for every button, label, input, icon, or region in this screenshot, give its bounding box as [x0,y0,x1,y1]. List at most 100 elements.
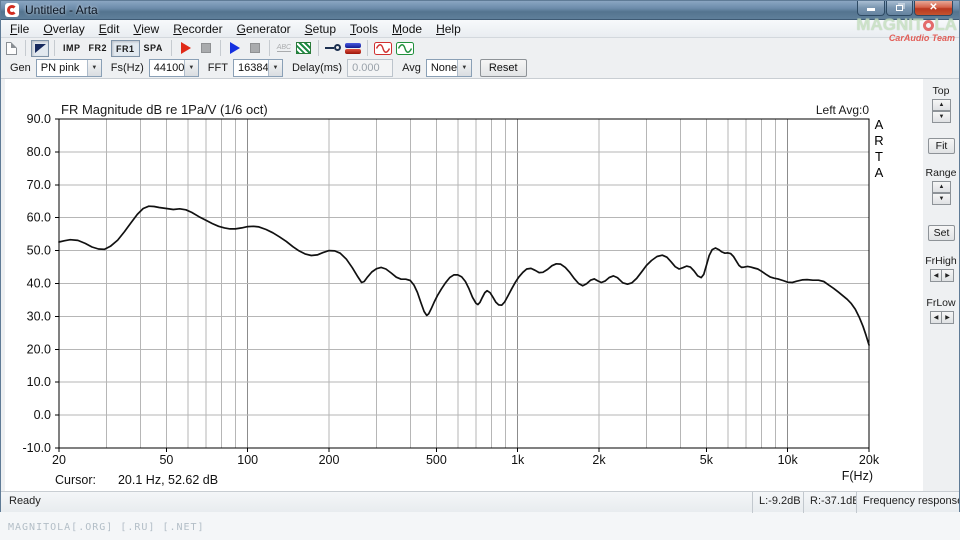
restore-icon [896,5,903,11]
restore-button[interactable] [886,1,913,16]
sample-rate-select[interactable]: 44100 ▼ [148,59,199,77]
status-mode: Frequency response 16 [856,492,959,513]
minimize-icon [867,8,875,11]
frhigh-right-button[interactable]: ▶ [942,269,954,282]
abc-disabled-icon: ABC [276,44,292,52]
menu-item-mode[interactable]: Mode [392,21,423,36]
generator-start-button[interactable] [226,40,244,57]
menu-item-tools[interactable]: Tools [350,21,379,36]
microphone-button[interactable] [324,40,342,57]
menu-item-file[interactable]: File [10,21,30,36]
signal-green-button[interactable] [395,40,415,57]
menu-item-help[interactable]: Help [436,21,461,36]
chevron-down-icon: ▼ [456,60,471,76]
menu-item-edit[interactable]: Edit [98,21,120,36]
frhigh-arrows: ◀ ▶ [930,269,954,282]
mode-button-fr1[interactable]: FR1 [111,39,140,57]
marker-flag-button[interactable] [31,39,49,57]
svg-text:20k: 20k [859,453,880,467]
channel-average-label: Left Avg:0 [815,103,869,117]
microphone-icon [324,43,341,53]
footer-watermark-text: MAGNITOLA[.ORG] [.RU] [.NET] [8,522,205,533]
delay-label: Delay(ms) [291,62,343,74]
top-up-spinner[interactable]: ▲ [932,99,951,111]
diagonal-green-icon [296,42,312,54]
reset-button[interactable]: Reset [479,59,527,77]
svg-text:10.0: 10.0 [27,375,51,389]
side-control-panel: Top ▲ ▼ Fit Range ▲ ▼ Set FrHigh ◀ ▶ FrLo… [923,79,959,491]
frlow-left-button[interactable]: ◀ [930,311,942,324]
delay-input[interactable]: 0.000 [347,59,394,77]
minimize-button[interactable] [857,1,885,16]
generator-type-select[interactable]: PN pink ▼ [35,59,102,77]
toolbar-separator [170,40,172,56]
menu-item-generator[interactable]: Generator [236,21,291,36]
close-button[interactable]: ✕ [914,1,953,16]
avg-label: Avg [402,62,421,74]
app-icon [5,3,19,17]
mode-button-fr2[interactable]: FR2 [88,42,108,53]
chevron-down-icon: ▼ [267,60,282,76]
level-meter-button[interactable] [344,40,362,57]
generator-stop-button[interactable] [246,40,264,57]
svg-text:5k: 5k [700,453,714,467]
range-up-spinner[interactable]: ▲ [932,181,951,193]
status-bar: Ready L:-9.2dB R:-37.1dB Frequency respo… [1,491,959,513]
signal-red-button[interactable] [373,40,393,57]
chart-panel[interactable]: 20 50 100 200 500 1k 2k 5k 10k 20k 90.0 80.0 70.0 60.… [5,79,923,491]
calibrate-button-disabled[interactable]: ABC [275,40,293,57]
top-down-spinner[interactable]: ▼ [932,111,951,123]
set-button[interactable]: Set [928,225,955,241]
chevron-down-icon: ▼ [86,60,101,76]
svg-text:2k: 2k [592,453,606,467]
cursor-readout: Cursor: 20.1 Hz, 52.62 dB [55,473,218,487]
svg-text:1k: 1k [511,453,525,467]
menu-bar: File Overlay Edit View Recorder Generator Setu… [1,20,959,38]
gen-label: Gen [10,62,31,74]
new-file-icon [5,41,17,55]
svg-text:10k: 10k [778,453,799,467]
status-right-level: R:-37.1dB [803,492,856,513]
stop-icon [200,43,211,53]
mode-button-spa[interactable]: SPA [143,42,163,53]
svg-text:80.0: 80.0 [27,145,51,159]
arta-logo-vertical: A R T A [874,117,884,180]
fit-button[interactable]: Fit [928,138,955,154]
cursor-value: 20.1 Hz, 52.62 dB [117,473,219,487]
svg-text:0.0: 0.0 [34,408,51,422]
averaging-select[interactable]: None ▼ [425,59,472,77]
toolbar-separator [268,40,270,56]
menu-item-view[interactable]: View [133,21,160,36]
svg-text:-10.0: -10.0 [23,441,52,455]
svg-text:200: 200 [319,453,340,467]
record-stop-button[interactable] [197,40,215,57]
toolbar-separator [54,40,55,56]
svg-text:20: 20 [52,453,66,467]
menu-item-recorder[interactable]: Recorder [173,21,223,36]
menu-item-setup[interactable]: Setup [304,21,337,36]
chart-title: FR Magnitude dB re 1Pa/V (1/6 oct) [61,102,268,117]
flag-icon [34,43,46,53]
spectrum-view-button[interactable] [295,40,313,57]
x-tick-labels: 20 50 100 200 500 1k 2k 5k 10k 20k [52,453,880,467]
x-axis-unit-label: F(Hz) [841,469,873,483]
new-file-button[interactable] [2,40,20,57]
record-start-button[interactable] [177,40,195,57]
svg-text:30.0: 30.0 [27,309,51,323]
frhigh-left-button[interactable]: ◀ [930,269,942,282]
svg-text:60.0: 60.0 [27,211,51,225]
frlow-arrows: ◀ ▶ [930,311,954,324]
client-area: 20 50 100 200 500 1k 2k 5k 10k 20k 90.0 80.0 70.0 60.… [1,79,959,491]
toolbar-separator [25,40,26,56]
cursor-label: Cursor: [55,473,96,487]
mode-button-imp[interactable]: IMP [63,42,81,53]
range-down-spinner[interactable]: ▼ [932,193,951,205]
menu-item-overlay[interactable]: Overlay [43,21,85,36]
fs-label: Fs(Hz) [110,62,144,74]
fft-size-select[interactable]: 16384 ▼ [232,59,283,77]
frlow-right-button[interactable]: ▶ [942,311,954,324]
svg-text:50: 50 [159,453,173,467]
fft-label: FFT [207,62,228,74]
toolbar-separator [366,40,368,56]
title-bar[interactable]: Untitled - Arta ✕ [1,1,959,20]
